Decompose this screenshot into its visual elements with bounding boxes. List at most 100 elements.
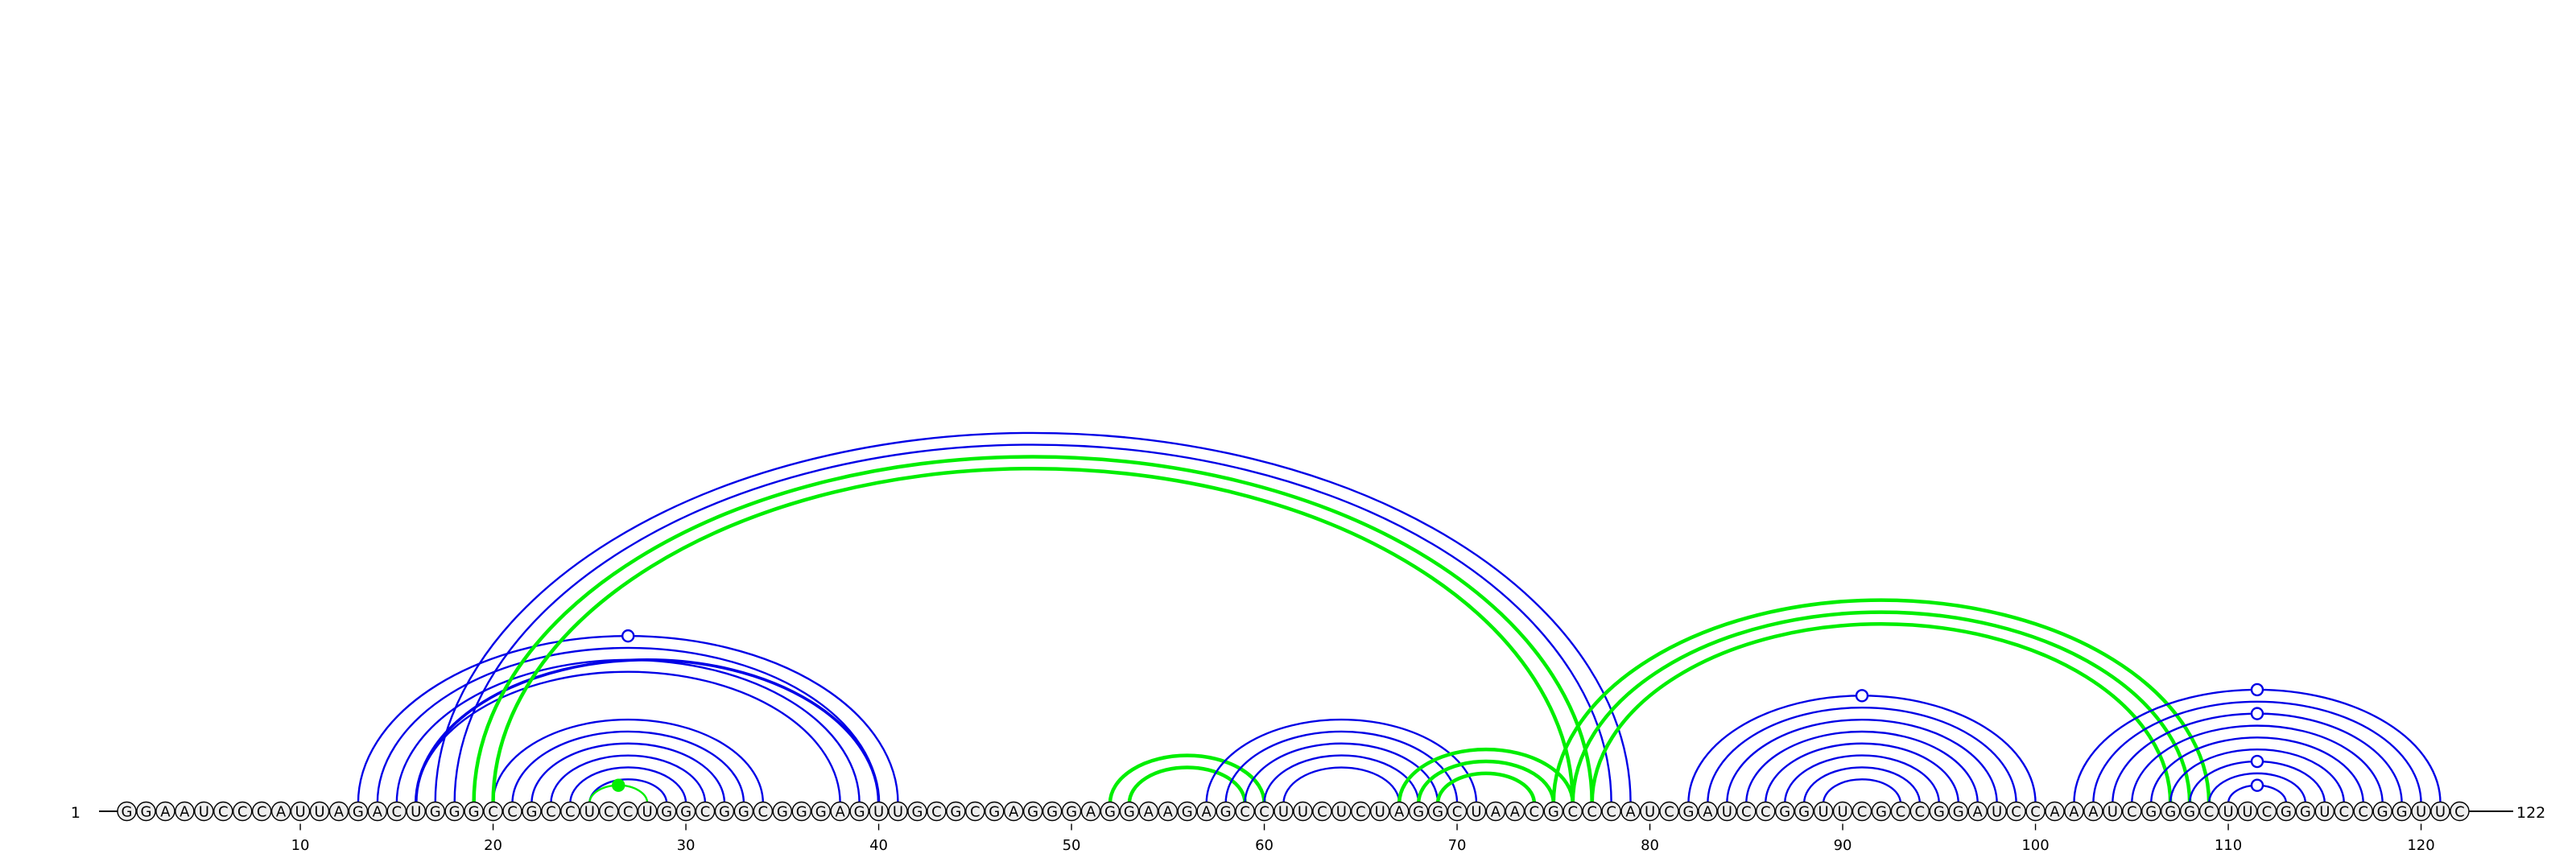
- nucleotide-circle: [849, 801, 869, 822]
- nucleotide-letter: A: [1394, 804, 1405, 821]
- arc-marker-blue-0: [1855, 689, 1869, 703]
- nucleotide-circle: [2276, 801, 2297, 822]
- nucleotide-circle: [1871, 801, 1892, 822]
- nucleotide-11: U: [309, 801, 330, 822]
- nucleotide-73: A: [1505, 801, 1525, 822]
- nucleotide-letter: A: [160, 804, 171, 821]
- nucleotide-120: U: [2411, 801, 2431, 822]
- nucleotide-29: G: [656, 801, 677, 822]
- nucleotide-36: G: [791, 801, 811, 822]
- nucleotide-59: C: [1235, 801, 1255, 822]
- arc-green-19-77: [472, 455, 1594, 804]
- tick-label: 50: [1063, 837, 1081, 854]
- nucleotide-circle: [270, 801, 291, 822]
- nucleotide-circle: [1100, 801, 1121, 822]
- nucleotide-circle: [1620, 801, 1641, 822]
- nucleotide-19: G: [464, 801, 484, 822]
- nucleotide-circle: [618, 801, 638, 822]
- nucleotide-circle: [946, 801, 966, 822]
- arc-marker-blue-0: [621, 629, 635, 643]
- nucleotide-letter: C: [546, 804, 556, 821]
- nucleotide-letter: C: [1356, 804, 1366, 821]
- start-index-label: 1: [71, 804, 80, 822]
- nucleotide-circle: [714, 801, 735, 822]
- nucleotide-circle: [772, 801, 792, 822]
- nucleotide-20: C: [483, 801, 503, 822]
- nucleotide-circle: [1312, 801, 1332, 822]
- nucleotide-letter: C: [604, 804, 614, 821]
- nucleotide-letter: G: [1104, 804, 1116, 821]
- nucleotide-letter: A: [1973, 804, 1984, 821]
- nucleotide-letter: A: [1144, 804, 1154, 821]
- nucleotide-letter: G: [854, 804, 865, 821]
- nucleotide-letter: C: [2127, 804, 2137, 821]
- nucleotide-letter: A: [1009, 804, 1019, 821]
- nucleotide-10: U: [290, 801, 311, 822]
- nucleotide-84: U: [1717, 801, 1737, 822]
- nucleotide-circle: [175, 801, 195, 822]
- nucleotide-letter: U: [2107, 804, 2118, 821]
- nucleotide-letter: G: [430, 804, 441, 821]
- nucleotide-circle: [695, 801, 716, 822]
- nucleotide-letter: U: [893, 804, 903, 821]
- nucleotide-22: G: [522, 801, 542, 822]
- nucleotide-81: C: [1659, 801, 1679, 822]
- nucleotide-92: G: [1871, 801, 1892, 822]
- nucleotide-circle: [1601, 801, 1621, 822]
- nucleotide-45: C: [965, 801, 985, 822]
- nucleotide-circle: [2450, 801, 2470, 822]
- arc-blue-107-116: [2169, 748, 2345, 804]
- nucleotide-47: A: [1003, 801, 1024, 822]
- nucleotide-letter: G: [1876, 804, 1887, 821]
- nucleotide-circle: [1582, 801, 1602, 822]
- nucleotide-circle: [1832, 801, 1853, 822]
- nucleotide-104: U: [2103, 801, 2123, 822]
- nucleotide-circle: [117, 801, 137, 822]
- nucleotide-letter: C: [1915, 804, 1926, 821]
- nucleotide-68: G: [1408, 801, 1429, 822]
- nucleotide-letter: G: [738, 804, 749, 821]
- nucleotide-letter: U: [1278, 804, 1289, 821]
- nucleotide-107: G: [2160, 801, 2181, 822]
- nucleotide-13: G: [348, 801, 369, 822]
- nucleotide-letter: G: [449, 804, 460, 821]
- arc-blue-87-95: [1784, 754, 1940, 804]
- nucleotide-letter: U: [295, 804, 305, 821]
- nucleotide-letter: G: [353, 804, 364, 821]
- nucleotide-circle: [2083, 801, 2103, 822]
- nucleotide-letter: G: [1934, 804, 1945, 821]
- nucleotide-circle: [733, 801, 754, 822]
- nucleotide-circle: [1890, 801, 1911, 822]
- nucleotide-circle: [1351, 801, 1371, 822]
- nucleotide-40: U: [869, 801, 889, 822]
- nucleotide-7: C: [233, 801, 253, 822]
- nucleotide-circle: [1080, 801, 1101, 822]
- nucleotide-42: G: [907, 801, 927, 822]
- nucleotide-99: C: [2006, 801, 2026, 822]
- nucleotide-14: A: [367, 801, 388, 822]
- nucleotide-letter: U: [2435, 804, 2446, 821]
- nucleotide-101: A: [2045, 801, 2065, 822]
- nucleotide-116: C: [2334, 801, 2354, 822]
- nucleotide-3: A: [155, 801, 175, 822]
- nucleotide-letter: C: [1317, 804, 1327, 821]
- nucleotide-circle: [637, 801, 658, 822]
- nucleotide-circle: [1736, 801, 1757, 822]
- nucleotide-63: C: [1312, 801, 1332, 822]
- nucleotide-letter: G: [2281, 804, 2292, 821]
- nucleotide-circle: [2295, 801, 2316, 822]
- nucleotide-circle: [2103, 801, 2123, 822]
- nucleotide-circle: [1331, 801, 1352, 822]
- arc-marker-green-0: [612, 778, 625, 792]
- nucleotide-65: C: [1351, 801, 1371, 822]
- nucleotide-circle: [965, 801, 985, 822]
- nucleotide-circle: [1813, 801, 1834, 822]
- nucleotide-circle: [2411, 801, 2431, 822]
- nucleotide-letter: G: [950, 804, 961, 821]
- arc-blue-19-77: [473, 456, 1593, 804]
- nucleotide-44: G: [946, 801, 966, 822]
- nucleotide-letter: A: [835, 804, 845, 821]
- tick-40: 40: [869, 823, 888, 854]
- nucleotide-31: C: [695, 801, 716, 822]
